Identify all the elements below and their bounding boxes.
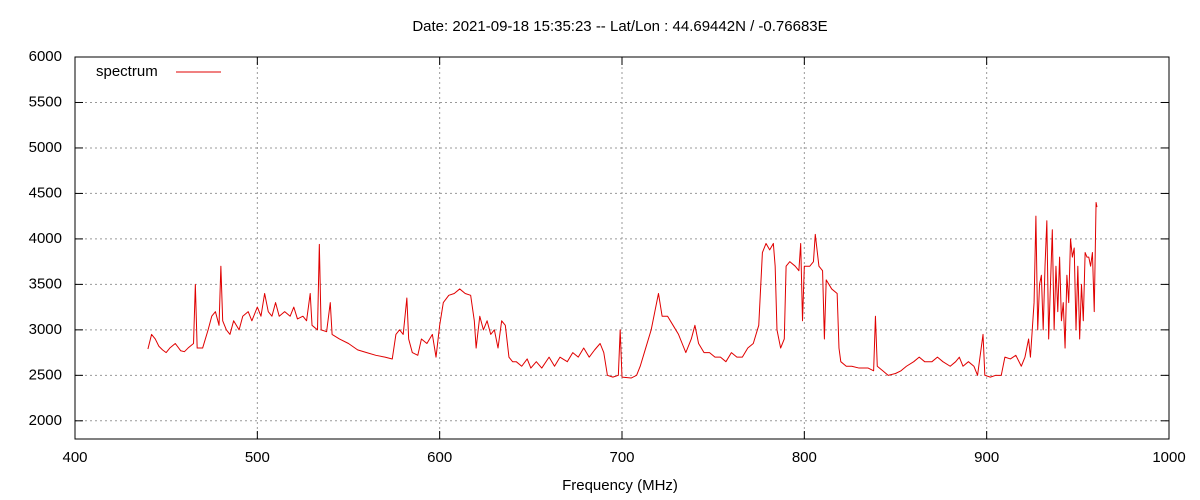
x-tick-label: 900: [974, 449, 999, 466]
x-tick-label: 600: [427, 449, 452, 466]
y-tick-label: 6000: [29, 48, 62, 65]
y-tick-label: 2000: [29, 412, 62, 429]
legend-label: spectrum: [96, 63, 158, 80]
x-tick-label: 400: [62, 449, 87, 466]
series-line: [147, 202, 1098, 379]
y-tick-label: 3000: [29, 321, 62, 338]
y-tick-label: 3500: [29, 275, 62, 292]
x-tick-label: 700: [609, 449, 634, 466]
plot-border: [74, 56, 1170, 440]
x-tick-label: 500: [245, 449, 270, 466]
y-tick-label: 5000: [29, 139, 62, 156]
y-tick-label: 2500: [29, 366, 62, 383]
y-tick-label: 5500: [29, 93, 62, 110]
y-tick-label: 4500: [29, 184, 62, 201]
x-tick-label: 1000: [1152, 449, 1185, 466]
chart-title: Date: 2021-09-18 15:35:23 -- Lat/Lon : 4…: [412, 18, 827, 35]
x-tick-label: 800: [792, 449, 817, 466]
x-axis-label: Frequency (MHz): [562, 477, 678, 494]
y-tick-label: 4000: [29, 230, 62, 247]
